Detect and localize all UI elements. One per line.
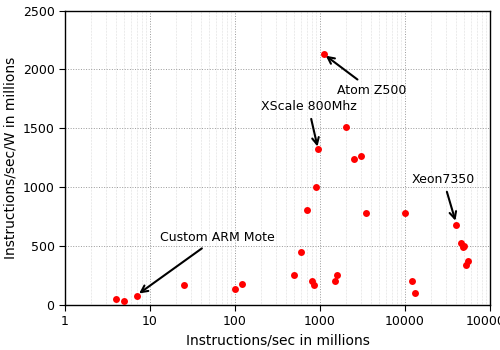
Point bbox=[462, 262, 470, 267]
Point bbox=[120, 298, 128, 304]
Point bbox=[459, 244, 467, 250]
Point bbox=[452, 222, 460, 228]
Text: Xeon7350: Xeon7350 bbox=[412, 173, 475, 218]
Point bbox=[350, 156, 358, 161]
Text: XScale 800Mhz: XScale 800Mhz bbox=[260, 100, 356, 144]
Point bbox=[238, 281, 246, 287]
Point bbox=[180, 282, 188, 287]
Point bbox=[314, 146, 322, 152]
Point bbox=[231, 286, 239, 292]
Text: Atom Z500: Atom Z500 bbox=[328, 57, 406, 97]
Point bbox=[303, 208, 311, 213]
Point bbox=[408, 278, 416, 284]
Point bbox=[312, 184, 320, 190]
Point bbox=[356, 154, 364, 159]
Point bbox=[133, 293, 141, 299]
Point bbox=[342, 124, 349, 130]
Point bbox=[460, 243, 468, 248]
Point bbox=[331, 278, 339, 284]
Point bbox=[410, 290, 418, 295]
X-axis label: Instructions/sec in millions: Instructions/sec in millions bbox=[186, 334, 370, 348]
Point bbox=[456, 240, 464, 246]
Point bbox=[308, 278, 316, 284]
Point bbox=[112, 296, 120, 301]
Y-axis label: Instructions/sec/W in millions: Instructions/sec/W in millions bbox=[3, 56, 17, 259]
Text: Custom ARM Mote: Custom ARM Mote bbox=[141, 231, 274, 292]
Point bbox=[334, 272, 342, 278]
Point bbox=[310, 282, 318, 287]
Point bbox=[464, 258, 472, 264]
Point bbox=[320, 51, 328, 57]
Point bbox=[297, 249, 305, 254]
Point bbox=[401, 210, 409, 216]
Point bbox=[362, 210, 370, 216]
Point bbox=[290, 272, 298, 278]
